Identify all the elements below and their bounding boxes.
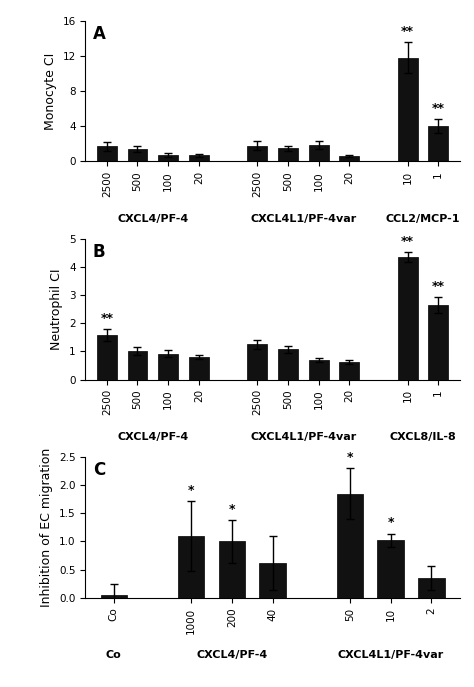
Text: CXCL4/PF-4: CXCL4/PF-4 bbox=[196, 651, 267, 660]
Bar bbox=[278, 148, 298, 161]
Y-axis label: Monocyte CI: Monocyte CI bbox=[44, 52, 57, 130]
Text: **: ** bbox=[401, 235, 414, 248]
Text: CCL2/MCP-1: CCL2/MCP-1 bbox=[386, 214, 460, 224]
Text: B: B bbox=[93, 243, 105, 261]
Bar bbox=[398, 58, 418, 161]
Bar bbox=[309, 360, 328, 379]
Bar bbox=[247, 344, 267, 379]
Bar bbox=[158, 155, 178, 161]
Text: **: ** bbox=[401, 25, 414, 38]
Bar bbox=[189, 357, 209, 379]
Bar bbox=[128, 351, 147, 379]
Text: CXCL4/PF-4: CXCL4/PF-4 bbox=[117, 432, 189, 442]
Bar bbox=[428, 126, 448, 161]
Text: Co: Co bbox=[106, 651, 122, 660]
Bar bbox=[97, 146, 117, 161]
Text: CXCL4L1/PF-4var: CXCL4L1/PF-4var bbox=[250, 432, 356, 442]
Text: *: * bbox=[228, 503, 235, 516]
Text: C: C bbox=[93, 461, 105, 479]
Bar bbox=[100, 595, 127, 598]
Text: **: ** bbox=[432, 280, 445, 293]
Bar bbox=[339, 156, 359, 161]
Bar bbox=[259, 563, 286, 598]
Text: **: ** bbox=[432, 102, 445, 115]
Text: CXCL4L1/PF-4var: CXCL4L1/PF-4var bbox=[337, 651, 444, 660]
Bar bbox=[189, 155, 209, 161]
Bar bbox=[309, 145, 328, 161]
Text: CXCL4/PF-4: CXCL4/PF-4 bbox=[117, 214, 189, 224]
Bar bbox=[428, 305, 448, 379]
Bar bbox=[219, 541, 245, 598]
Bar bbox=[158, 354, 178, 379]
Bar bbox=[178, 536, 204, 598]
Bar bbox=[377, 540, 404, 598]
Text: CXCL8/IL-8: CXCL8/IL-8 bbox=[390, 432, 456, 442]
Text: A: A bbox=[93, 25, 106, 43]
Text: *: * bbox=[188, 484, 194, 497]
Text: *: * bbox=[346, 451, 353, 464]
Bar bbox=[398, 257, 418, 379]
Bar bbox=[337, 493, 363, 598]
Y-axis label: Neutrophil CI: Neutrophil CI bbox=[50, 269, 64, 350]
Bar bbox=[97, 335, 117, 379]
Text: **: ** bbox=[100, 312, 113, 325]
Text: *: * bbox=[387, 517, 394, 529]
Text: CXCL4L1/PF-4var: CXCL4L1/PF-4var bbox=[250, 214, 356, 224]
Bar bbox=[128, 149, 147, 161]
Bar bbox=[418, 578, 445, 598]
Y-axis label: Inhibition of EC migration: Inhibition of EC migration bbox=[40, 448, 54, 607]
Bar bbox=[278, 349, 298, 379]
Bar bbox=[339, 362, 359, 379]
Bar bbox=[247, 146, 267, 161]
